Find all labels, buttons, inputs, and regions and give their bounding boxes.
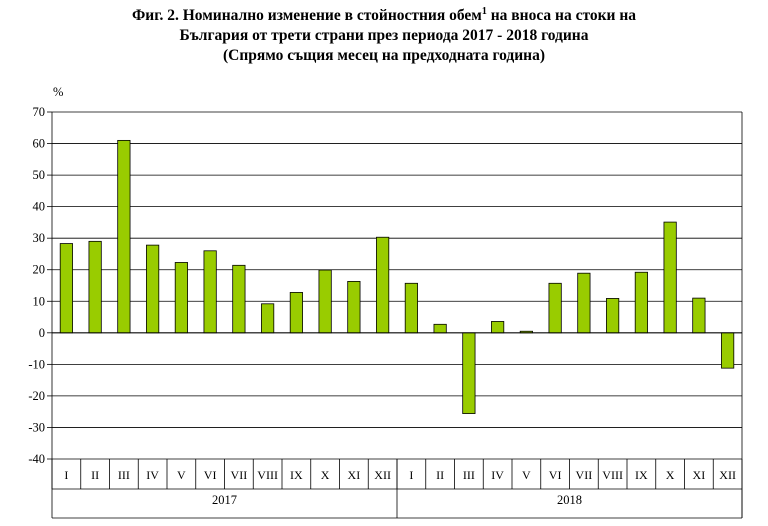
bar [548, 282, 562, 334]
x-tick-label: III [463, 468, 475, 482]
bar [491, 321, 505, 334]
x-tick-label: I [64, 468, 68, 482]
x-tick-label: VI [204, 468, 217, 482]
bar [117, 139, 131, 334]
x-tick-label: X [321, 468, 330, 482]
year-label: 2018 [557, 493, 582, 507]
y-tick-label: -10 [28, 357, 45, 371]
bar [692, 297, 706, 334]
bar [634, 271, 648, 334]
y-tick-label: 0 [39, 326, 45, 340]
bar [59, 243, 73, 334]
axes [47, 111, 743, 519]
x-tick-label: VII [231, 468, 248, 482]
y-tick-label: 50 [33, 168, 46, 182]
y-tick-label: 40 [33, 200, 46, 214]
y-tick-label: 10 [33, 294, 46, 308]
x-tick-label: V [522, 468, 531, 482]
bar [577, 272, 591, 334]
bar [174, 262, 188, 334]
title-line-2: България от трети страни през периода 20… [179, 27, 589, 44]
y-tick-label: 30 [33, 231, 46, 245]
bar [289, 292, 303, 334]
x-tick-label: XII [374, 468, 391, 482]
bar [318, 269, 332, 334]
x-tick-label: V [177, 468, 186, 482]
x-tick-label: IV [146, 468, 159, 482]
x-tick-label: I [409, 468, 413, 482]
x-tick-label: II [91, 468, 99, 482]
x-tick-label: VII [576, 468, 593, 482]
y-tick-label: 70 [33, 105, 46, 119]
bar [232, 264, 246, 334]
bar [146, 244, 160, 334]
bar [203, 250, 217, 334]
y-axis-unit: % [53, 85, 63, 99]
bar [663, 221, 677, 334]
title-line-1: Фиг. 2. Номинално изменение в стойностни… [0, 6, 768, 26]
x-tick-label: VIII [257, 468, 278, 482]
y-tick-label: -30 [28, 420, 45, 434]
bar [88, 240, 102, 334]
year-label: 2017 [212, 493, 237, 507]
x-tick-label: VI [549, 468, 562, 482]
y-tick-label: 20 [33, 263, 46, 277]
bar [606, 298, 620, 334]
title-footnote-marker: 1 [481, 5, 487, 17]
x-tick-label: IX [290, 468, 303, 482]
x-tick-label: XI [348, 468, 361, 482]
x-tick-label: IX [635, 468, 648, 482]
bar [721, 332, 735, 369]
y-tick-label: -20 [28, 389, 45, 403]
bar [261, 303, 275, 334]
chart-title: Фиг. 2. Номинално изменение в стойностни… [0, 6, 768, 66]
x-tick-label: X [666, 468, 675, 482]
title-line-3: (Спрямо същия месец на предходната годин… [222, 47, 546, 64]
bar [404, 282, 418, 334]
bars [59, 139, 735, 414]
x-tick-label: III [118, 468, 130, 482]
bar [433, 323, 447, 334]
bar [376, 236, 390, 334]
y-tick-label: 60 [33, 137, 46, 151]
x-tick-label: XI [693, 468, 706, 482]
title-line-1-end: на вноса на стоки на [486, 7, 637, 24]
y-tick-label: -40 [28, 452, 45, 466]
x-tick-label: II [436, 468, 444, 482]
bar [462, 332, 476, 414]
x-tick-label: IV [491, 468, 504, 482]
title-line-1-text: Фиг. 2. Номинално изменение в стойностни… [131, 7, 482, 24]
bar [347, 280, 361, 334]
x-tick-label: VIII [602, 468, 623, 482]
y-tick-labels: -40 -30 -20 -10 0 10 20 30 40 50 60 70 [28, 105, 45, 466]
x-tick-label: XII [719, 468, 736, 482]
